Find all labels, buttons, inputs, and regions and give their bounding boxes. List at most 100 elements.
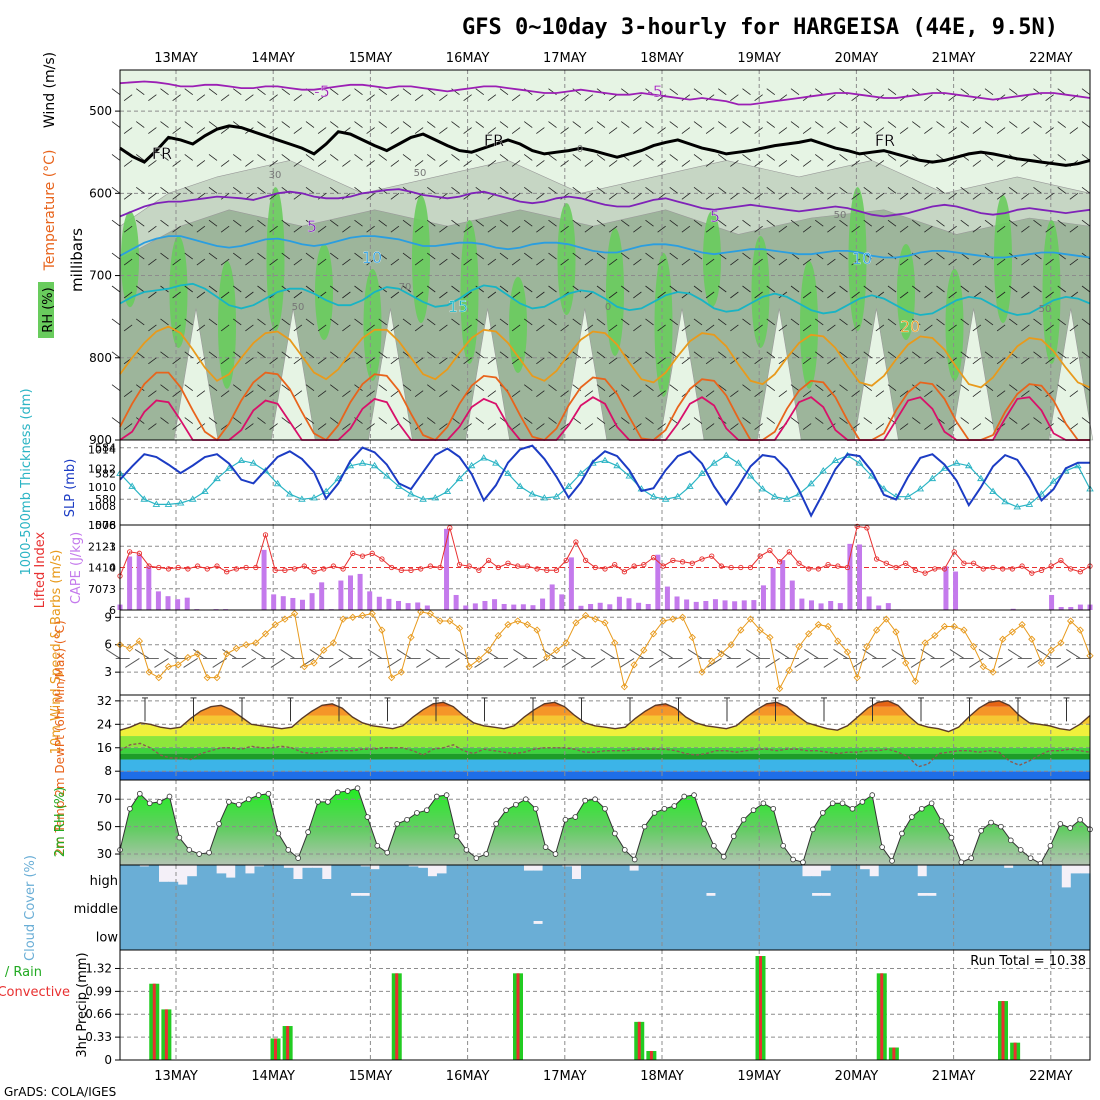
wind-barb xyxy=(948,225,957,233)
wind-barb xyxy=(511,324,521,332)
wind-barb xyxy=(445,658,460,668)
rh-contour-label: 50 xyxy=(1039,304,1052,315)
wind-barb xyxy=(996,127,1006,134)
wind-barb xyxy=(584,423,594,430)
cape-bar xyxy=(136,554,142,610)
top-date-axis: 13MAY 14MAY 15MAY 16MAY 17MAY 18MAY 19MAY 20MAY… xyxy=(154,51,1072,66)
wind-barb xyxy=(645,417,654,424)
wind-barb xyxy=(342,291,351,299)
wind-barb xyxy=(790,154,800,161)
wind-barb xyxy=(596,121,606,128)
wind-barb xyxy=(402,88,412,95)
wind-barb xyxy=(524,384,533,391)
wind-barb xyxy=(172,94,181,101)
cloud-bar xyxy=(1080,873,1091,893)
wind-barb xyxy=(511,225,521,233)
cloud-bar xyxy=(235,893,246,921)
wind-barb xyxy=(790,121,800,128)
thickness-marker xyxy=(443,487,452,494)
wind-speed-marker xyxy=(678,613,687,621)
wind-barb xyxy=(487,423,497,430)
wind-speed-marker xyxy=(426,610,435,618)
wind-barb xyxy=(305,351,315,359)
wind-barb xyxy=(111,351,121,359)
precip-convective-bar xyxy=(880,973,884,1060)
wind-barb xyxy=(730,390,739,397)
wind-barb xyxy=(1009,121,1018,128)
wind-barb xyxy=(396,649,412,659)
wind-barb xyxy=(245,324,254,332)
wind-barb xyxy=(111,154,121,161)
cloud-bar xyxy=(696,865,707,893)
wind-barb xyxy=(451,252,460,260)
wind-barb xyxy=(111,252,121,260)
wind-barb xyxy=(736,658,751,668)
wind-barb xyxy=(330,285,339,293)
wind-barb xyxy=(196,423,206,430)
wind-barb xyxy=(439,324,448,332)
wind-barb xyxy=(948,258,957,266)
wind-barb xyxy=(584,291,594,299)
cloud-bar xyxy=(600,893,611,921)
wind-barb xyxy=(233,285,242,293)
cloud-level-label: middle xyxy=(74,902,118,917)
wind-speed-marker xyxy=(349,613,357,621)
wind-barb xyxy=(657,160,666,167)
wind-barb xyxy=(338,649,354,659)
wind-barb xyxy=(912,417,921,424)
cape-tick-label: 2121 xyxy=(88,540,116,553)
thickness-marker xyxy=(504,469,512,476)
wind-barb xyxy=(863,417,872,424)
wind-barb xyxy=(317,127,327,134)
bottom-date-label: 16MAY xyxy=(446,1069,490,1084)
cloud-bar xyxy=(993,865,1005,893)
wind-barb xyxy=(560,324,569,332)
wind-barb xyxy=(172,127,181,134)
wind-barb xyxy=(887,88,897,95)
wind-barb xyxy=(136,154,145,161)
wind-barb xyxy=(912,88,921,95)
wind-barb xyxy=(487,160,497,167)
wind-barb xyxy=(1057,219,1066,227)
lifted-index-marker xyxy=(146,563,152,569)
cape-bar xyxy=(271,594,277,610)
wind-barb xyxy=(269,225,278,233)
lifted-index-marker xyxy=(612,562,618,568)
thickness-marker xyxy=(807,479,815,487)
wind-barb xyxy=(402,252,412,260)
cloud-bar xyxy=(494,921,505,950)
cloud-bar xyxy=(379,865,390,893)
cloud-bar xyxy=(292,879,304,893)
wind-barb xyxy=(414,127,424,134)
wind-barb xyxy=(960,384,969,391)
cloud-bar xyxy=(264,865,275,893)
wind-barb xyxy=(972,127,982,134)
cloud-bar xyxy=(667,921,678,950)
wind-barb xyxy=(414,291,424,299)
wind-speed-marker xyxy=(475,655,483,663)
lifted-index-marker xyxy=(1048,563,1054,569)
wind-barb xyxy=(669,285,678,293)
cloud-bar xyxy=(917,921,928,950)
lifted-tick-label: -3 xyxy=(105,540,116,553)
lifted-index-marker xyxy=(330,563,337,569)
wind-barb xyxy=(233,154,242,161)
wind-barb xyxy=(305,154,315,161)
wind-barb xyxy=(257,219,266,227)
rh-marker xyxy=(235,801,242,808)
wind-barb xyxy=(475,252,484,260)
cloud-bar xyxy=(484,865,496,893)
wind-barb xyxy=(863,318,872,326)
cloud-bar xyxy=(1061,921,1072,950)
wind-barb xyxy=(233,351,242,359)
rh-marker xyxy=(988,819,994,826)
wind-barb xyxy=(815,384,824,391)
wind-barb xyxy=(451,384,460,391)
wind-barb xyxy=(390,225,400,233)
wind-barb xyxy=(241,658,257,668)
cape-bar xyxy=(184,597,190,610)
wind-barb xyxy=(511,127,521,134)
cloud-bar xyxy=(283,893,294,921)
